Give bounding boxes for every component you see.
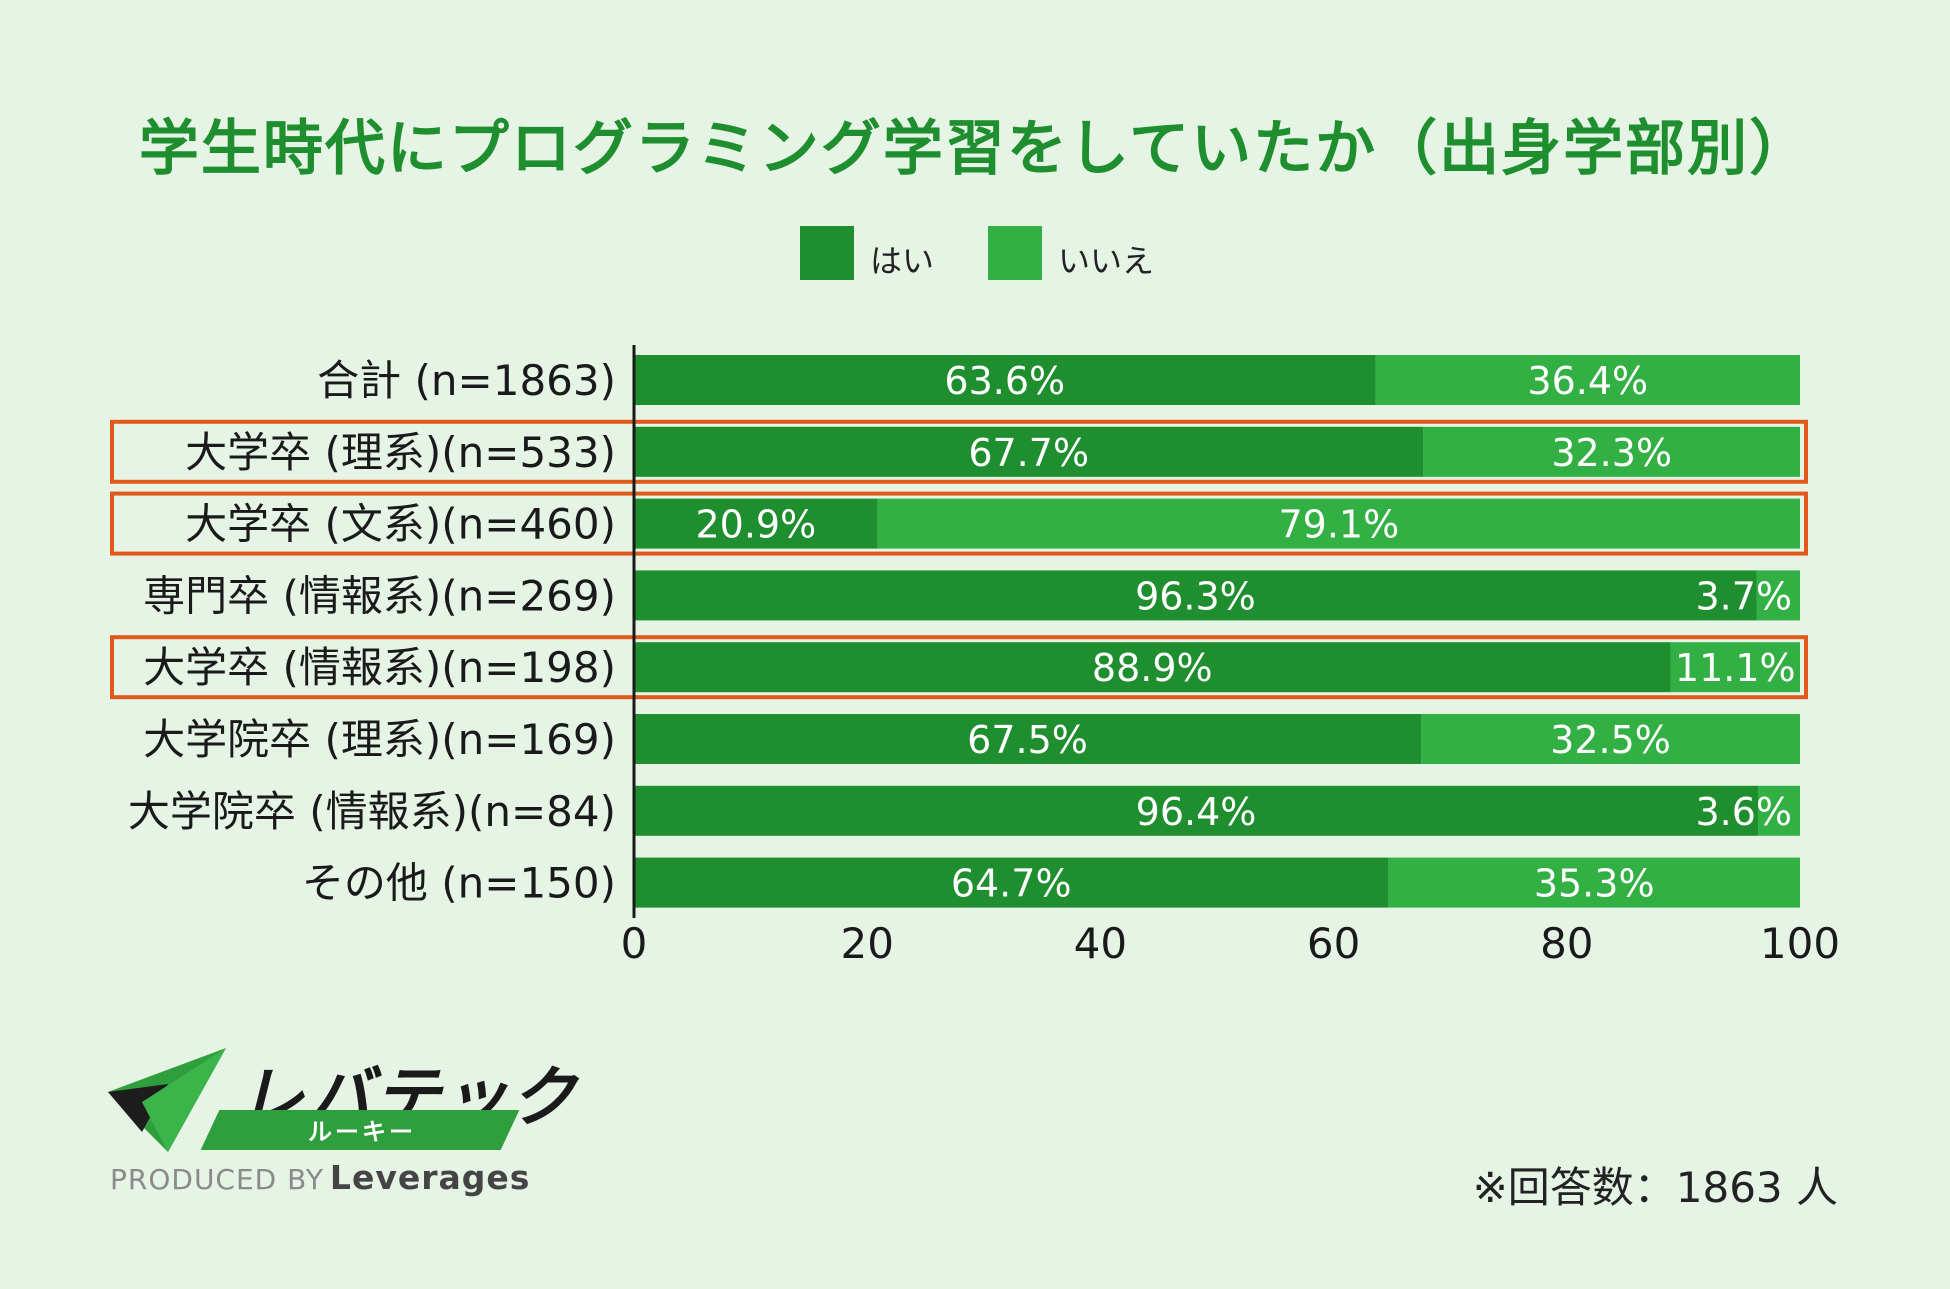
category-label: 大学卒 (文系)(n=460) <box>185 500 616 549</box>
data-label-yes: 96.3% <box>1135 574 1256 618</box>
highlight-box <box>110 491 1808 556</box>
legend-swatch-no <box>988 226 1042 280</box>
bar-segment-yes <box>634 498 878 549</box>
data-label-yes: 20.9% <box>695 503 816 547</box>
legend-swatch-yes <box>800 226 854 280</box>
data-label-no: 35.3% <box>1534 862 1655 906</box>
company-name: Leverages <box>329 1158 531 1197</box>
bar-segment-no <box>1423 426 1800 477</box>
bar-segment-no <box>1756 570 1800 621</box>
data-label-yes: 96.4% <box>1136 790 1257 834</box>
x-tick-label: 80 <box>1540 919 1593 968</box>
respondent-note: ※回答数：1863 人 <box>1472 1163 1838 1212</box>
legend: はい いいえ <box>0 226 1950 282</box>
data-label-no: 32.5% <box>1550 718 1671 762</box>
bar-segment-yes <box>634 570 1757 621</box>
x-tick-label: 0 <box>621 919 648 968</box>
x-tick-label: 60 <box>1307 919 1360 968</box>
levtech-rookie-logo: レバテック ルーキー PRODUCED BY Leverages <box>108 1040 576 1200</box>
bar-segment-yes <box>634 857 1389 908</box>
produced-by: PRODUCED BY Leverages <box>110 1158 530 1197</box>
data-label-no: 79.1% <box>1278 503 1399 547</box>
data-label-no: 11.1% <box>1675 646 1796 690</box>
data-label-no: 3.7% <box>1695 574 1792 618</box>
x-tick-label: 20 <box>840 919 893 968</box>
legend-label-no: いいえ <box>1058 242 1155 280</box>
category-label: 大学院卒 (理系)(n=169) <box>143 715 616 764</box>
bar-segment-no <box>1421 714 1800 764</box>
bar-segment-yes <box>634 355 1376 405</box>
data-label-yes: 63.6% <box>944 359 1065 403</box>
data-label-no: 3.6% <box>1695 790 1792 834</box>
category-label: その他 (n=150) <box>302 859 616 908</box>
bar-segment-no <box>1375 355 1800 405</box>
category-label: 大学院卒 (情報系)(n=84) <box>128 787 616 836</box>
category-label: 専門卒 (情報系)(n=269) <box>143 571 616 620</box>
check-mark-icon <box>108 1048 226 1152</box>
category-label: 大学卒 (理系)(n=533) <box>185 428 616 477</box>
highlight-box <box>110 419 1808 484</box>
bar-segment-yes <box>634 642 1671 693</box>
bar-segment-no <box>877 498 1800 549</box>
legend-label-yes: はい <box>870 242 935 280</box>
category-label: 合計 (n=1863) <box>317 356 616 405</box>
chart-title: 学生時代にプログラミング学習をしていたか（出身学部別） <box>138 114 1812 184</box>
data-label-yes: 67.7% <box>968 431 1089 475</box>
x-tick-label: 100 <box>1760 919 1840 968</box>
produced-by-text: PRODUCED BY <box>110 1163 324 1196</box>
bar-segment-no <box>1670 642 1800 693</box>
data-label-yes: 88.9% <box>1092 646 1213 690</box>
logo-subtitle: ルーキー <box>308 1118 416 1146</box>
bar-segment-yes <box>634 426 1424 477</box>
x-tick-label: 40 <box>1074 919 1127 968</box>
category-label: 大学卒 (情報系)(n=198) <box>143 643 616 692</box>
highlight-box <box>110 635 1808 700</box>
bar-segment-yes <box>634 714 1422 764</box>
bar-segment-no <box>1758 785 1800 836</box>
data-label-no: 36.4% <box>1527 359 1648 403</box>
data-label-yes: 67.5% <box>967 718 1088 762</box>
bar-segment-yes <box>634 785 1759 836</box>
data-label-yes: 64.7% <box>951 862 1072 906</box>
data-label-no: 32.3% <box>1551 431 1672 475</box>
bar-segment-no <box>1388 857 1800 908</box>
